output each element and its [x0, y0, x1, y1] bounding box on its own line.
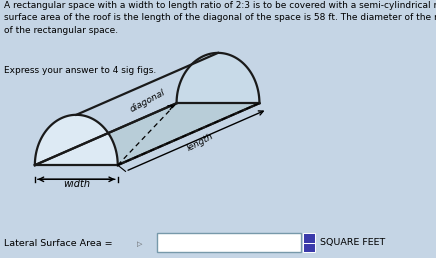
Polygon shape	[35, 53, 259, 165]
Text: diagonal: diagonal	[129, 88, 167, 114]
FancyBboxPatch shape	[157, 233, 301, 252]
Polygon shape	[35, 103, 259, 165]
Text: Lateral Surface Area =: Lateral Surface Area =	[4, 239, 113, 248]
Polygon shape	[177, 53, 259, 103]
Text: SQUARE FEET: SQUARE FEET	[320, 238, 386, 247]
Text: length: length	[186, 131, 215, 153]
Text: width: width	[63, 179, 90, 189]
Text: Express your answer to 4 sig figs.: Express your answer to 4 sig figs.	[4, 66, 157, 75]
Text: ▷: ▷	[137, 241, 143, 247]
Polygon shape	[35, 115, 118, 165]
Text: A rectangular space with a width to length ratio of 2:3 is to be covered with a : A rectangular space with a width to leng…	[4, 1, 436, 35]
FancyBboxPatch shape	[303, 233, 315, 243]
FancyBboxPatch shape	[303, 243, 315, 252]
